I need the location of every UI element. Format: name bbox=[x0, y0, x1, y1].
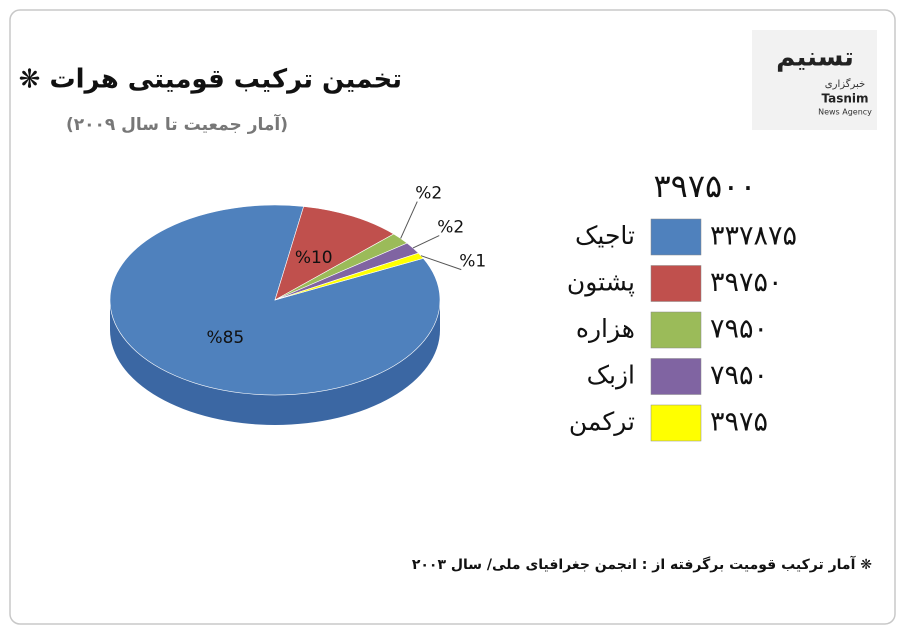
logo-bg bbox=[752, 30, 877, 130]
legend-label: پشتون bbox=[567, 268, 635, 297]
percent-label: %85 bbox=[206, 328, 244, 348]
legend-label: ترکمن bbox=[569, 407, 635, 436]
logo: تسنیم خبرگزاری Tasnim News Agency bbox=[752, 30, 877, 130]
legend-swatch bbox=[650, 358, 702, 395]
pie-side bbox=[110, 300, 440, 425]
legend-swatch bbox=[650, 404, 702, 442]
logo-arabic-name: تسنیم bbox=[776, 43, 854, 73]
value-label: ۳۹۷۵۰ bbox=[710, 267, 783, 298]
frame bbox=[9, 9, 896, 625]
leader-line bbox=[400, 201, 418, 239]
chart-title: تخمین ترکیب قومیتی هرات ❋ bbox=[19, 65, 402, 95]
percent-label: %2 bbox=[437, 218, 464, 238]
percent-label: %1 bbox=[459, 252, 486, 272]
note: ❋ آمار ترکیب قومیت برگرفته از : انجمن جغ… bbox=[412, 555, 872, 573]
legend-label: هزاره bbox=[576, 314, 635, 343]
value-label: ۷۹۵۰ bbox=[710, 360, 768, 391]
pie-slice bbox=[274, 206, 395, 301]
legend-label: تاجیک bbox=[575, 221, 635, 250]
legend-swatch bbox=[650, 311, 702, 349]
percent-label: %10 bbox=[295, 248, 333, 268]
logo-arabic-tagline: خبرگزاری bbox=[825, 78, 865, 90]
legend-label: ازبک bbox=[587, 361, 635, 390]
leader-line bbox=[412, 235, 440, 249]
value-label: ۷۹۵۰ bbox=[710, 314, 768, 345]
chart-subtitle: (آمار جمعیت تا سال ۲۰۰۹) bbox=[66, 113, 288, 135]
value-label: ۳۳۷۸۷۵ bbox=[710, 221, 797, 252]
logo-tagline: News Agency bbox=[818, 108, 872, 117]
value-label: ۳۹۷۵ bbox=[710, 407, 768, 438]
total-label: ۳۹۷۵۰۰ bbox=[653, 167, 756, 205]
legend-swatch bbox=[650, 265, 702, 302]
legend-swatch bbox=[650, 218, 702, 256]
logo-name: Tasnim bbox=[821, 92, 868, 106]
leader-line bbox=[420, 255, 462, 271]
percent-label: %2 bbox=[415, 184, 442, 204]
